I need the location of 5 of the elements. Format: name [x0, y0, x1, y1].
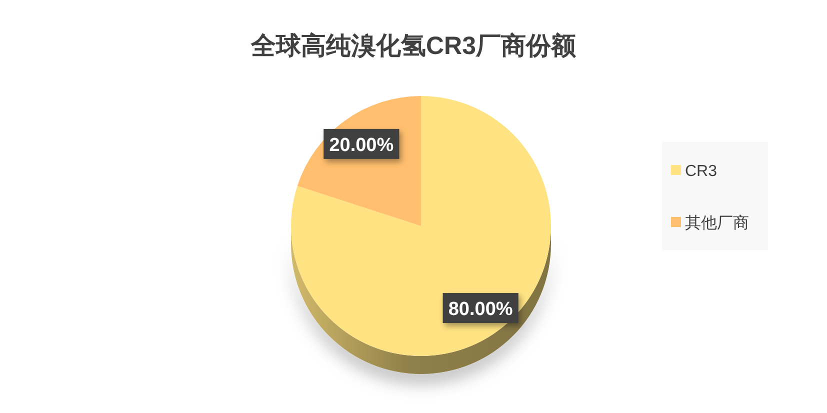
legend-label: 其他厂商: [685, 214, 749, 232]
legend-label: CR3: [685, 163, 718, 180]
chart-title: 全球高纯溴化氢CR3厂商份额: [250, 32, 578, 60]
data-label: 80.00%: [448, 299, 513, 320]
data-label: 20.00%: [329, 134, 394, 156]
